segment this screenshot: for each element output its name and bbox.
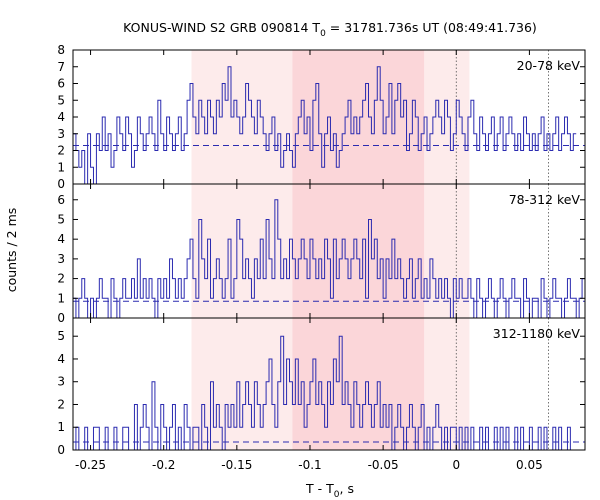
shade-inner-region [292,184,425,318]
panel-2: 0 1 2 3 4 5 6 78-312 keV [57,183,586,325]
x-tick-label: -0.1 [298,458,321,472]
y-tick-label: 5 [57,93,65,107]
y-tick-label: 5 [57,212,65,226]
y-tick-label: 1 [57,160,65,174]
x-tick-label: -0.2 [152,458,175,472]
y-tick-label: 4 [57,232,65,246]
y-tick-label: 0 [57,443,65,457]
shade-inner-region [292,318,425,450]
panel-frame [72,317,586,451]
x-tick-label: 0.05 [516,458,543,472]
y-tick-label: 3 [57,252,65,266]
x-tick-label: 0 [452,458,460,472]
panels-group: 0 1 2 3 4 5 6 7 8 20-78 keV 0 1 2 3 4 5 6 78-312 keV 0 1 2 3 4… [57,43,586,457]
energy-band-label: 312-1180 keV [493,326,581,341]
y-tick-label: 2 [57,397,65,411]
y-tick-label: 0 [57,311,65,325]
x-axis-label: T - T0, s [305,481,354,500]
x-tick-label: -0.25 [75,458,106,472]
y-tick-label: 8 [57,43,65,57]
y-tick-label: 4 [57,110,65,124]
y-tick-label: 1 [57,420,65,434]
light-curve-series [73,66,577,185]
panel-3: 0 1 2 3 4 5 312-1180 keV [57,317,586,457]
y-tick-label: 1 [57,291,65,305]
y-tick-label: 6 [57,77,65,91]
y-tick-label: 5 [57,329,65,343]
x-tick-label: -0.05 [368,458,399,472]
panel-1: 0 1 2 3 4 5 6 7 8 20-78 keV [57,43,586,191]
y-axis-label: counts / 2 ms [4,208,19,293]
chart-title: KONUS-WIND S2 GRB 090814 T0 = 31781.736s… [123,20,537,39]
x-tick-label: -0.15 [221,458,252,472]
y-tick-label: 2 [57,144,65,158]
y-tick-label: 2 [57,272,65,286]
y-tick-label: 3 [57,375,65,389]
y-tick-label: 7 [57,60,65,74]
y-tick-label: 0 [57,177,65,191]
energy-band-label: 78-312 keV [509,192,581,207]
y-tick-label: 6 [57,193,65,207]
shade-inner-region [292,50,425,184]
energy-band-label: 20-78 keV [517,58,581,73]
x-axis: -0.25 -0.2 -0.15 -0.1 -0.05 0 0.05 [75,458,543,472]
y-tick-label: 3 [57,127,65,141]
y-tick-label: 4 [57,352,65,366]
